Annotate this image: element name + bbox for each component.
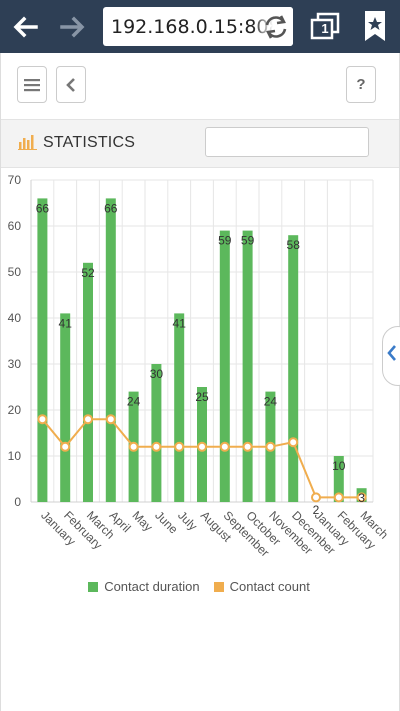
back-button[interactable]	[0, 0, 50, 53]
point-contact-count	[60, 441, 71, 452]
point-contact-count	[174, 441, 185, 452]
point-contact-count	[288, 437, 299, 448]
y-tick-label: 0	[14, 495, 21, 509]
bar-contact-duration	[151, 364, 162, 502]
legend-label-duration: Contact duration	[104, 579, 200, 594]
y-tick-label: 60	[8, 219, 22, 233]
chevron-left-icon	[66, 77, 75, 92]
legend-item-duration[interactable]: Contact duration	[88, 579, 200, 594]
legend-label-count: Contact count	[229, 579, 310, 594]
y-tick-label: 50	[8, 265, 22, 279]
forward-button[interactable]	[48, 0, 98, 53]
y-tick-label: 40	[8, 311, 22, 325]
bar-contact-duration	[105, 198, 116, 502]
bar-contact-duration	[174, 313, 185, 502]
bar-contact-duration	[288, 235, 299, 502]
bar-data-label: 58	[287, 238, 301, 252]
point-contact-count	[219, 441, 230, 452]
point-contact-count	[311, 492, 321, 503]
back-nav-button[interactable]	[56, 66, 86, 103]
x-tick-label: June	[152, 508, 181, 537]
y-tick-label: 30	[8, 357, 22, 371]
bar-data-label: 25	[195, 390, 209, 404]
legend-swatch-count	[213, 581, 224, 592]
tab-count: 1	[321, 21, 329, 36]
bar-data-label: 24	[264, 395, 278, 409]
bar-chart-icon	[18, 135, 37, 150]
reload-icon[interactable]	[261, 12, 291, 42]
hamburger-menu-icon	[24, 78, 40, 91]
point-contact-count	[83, 414, 93, 425]
point-contact-count	[151, 441, 162, 452]
arrow-left-icon	[13, 16, 38, 37]
point-contact-count	[105, 414, 116, 425]
chart-legend: Contact duration Contact count	[0, 579, 398, 594]
bar-contact-duration	[333, 456, 344, 502]
point-contact-count	[333, 492, 344, 503]
bar-contact-duration	[219, 230, 230, 502]
bar-data-label: 52	[81, 266, 95, 280]
point-contact-count	[37, 414, 48, 425]
bar-data-label: 24	[127, 395, 141, 409]
help-button[interactable]: ?	[346, 66, 376, 103]
point-contact-count	[242, 441, 253, 452]
url-fade	[253, 7, 293, 46]
bar-data-label: 3	[358, 491, 365, 505]
tabs-icon[interactable]	[308, 12, 342, 42]
bar-contact-duration	[60, 313, 71, 502]
bar-data-label: 30	[150, 367, 164, 381]
help-label: ?	[356, 76, 366, 93]
url-text: 192.168.0.15:808	[111, 16, 281, 38]
filter-input[interactable]	[205, 127, 369, 157]
app-toolbar: ?	[1, 53, 399, 117]
y-tick-label: 10	[8, 449, 22, 463]
bar-contact-duration	[83, 262, 93, 502]
point-contact-count	[128, 441, 139, 452]
bar-data-label: 2	[313, 503, 320, 517]
point-contact-count	[356, 492, 367, 503]
bar-data-label: 66	[104, 201, 118, 215]
statistics-title: STATISTICS	[43, 134, 136, 151]
x-tick-label: July	[175, 508, 200, 533]
statistics-chart: 0 10 20 30 40 50 60 70 66 41 52 66 24 30 41 25 59 59 24 58 2…	[8, 173, 391, 560]
address-bar[interactable]: 192.168.0.15:808	[103, 7, 293, 46]
bar-contact-duration	[242, 230, 253, 502]
statistics-header: STATISTICS	[1, 119, 399, 168]
bar-data-label: 41	[173, 316, 187, 330]
legend-swatch-duration	[88, 581, 99, 592]
bookmark-star-icon[interactable]	[360, 9, 390, 43]
bar-contact-duration	[37, 198, 48, 502]
bar-data-label: 59	[241, 234, 255, 248]
chevron-left-icon	[387, 345, 396, 361]
bar-data-label: 10	[332, 459, 346, 473]
x-tick-label: May	[129, 508, 155, 534]
browser-toolbar: 192.168.0.15:808 1	[0, 0, 400, 53]
bar-data-label: 41	[59, 316, 73, 330]
point-contact-count	[265, 441, 276, 452]
bar-data-label: 59	[218, 234, 232, 248]
legend-item-count[interactable]: Contact count	[213, 579, 310, 594]
menu-button[interactable]	[17, 66, 47, 103]
point-contact-count	[197, 441, 207, 452]
arrow-right-icon	[60, 16, 85, 37]
y-tick-label: 70	[8, 173, 22, 187]
bar-data-label: 66	[36, 201, 50, 215]
y-tick-label: 20	[8, 403, 22, 417]
